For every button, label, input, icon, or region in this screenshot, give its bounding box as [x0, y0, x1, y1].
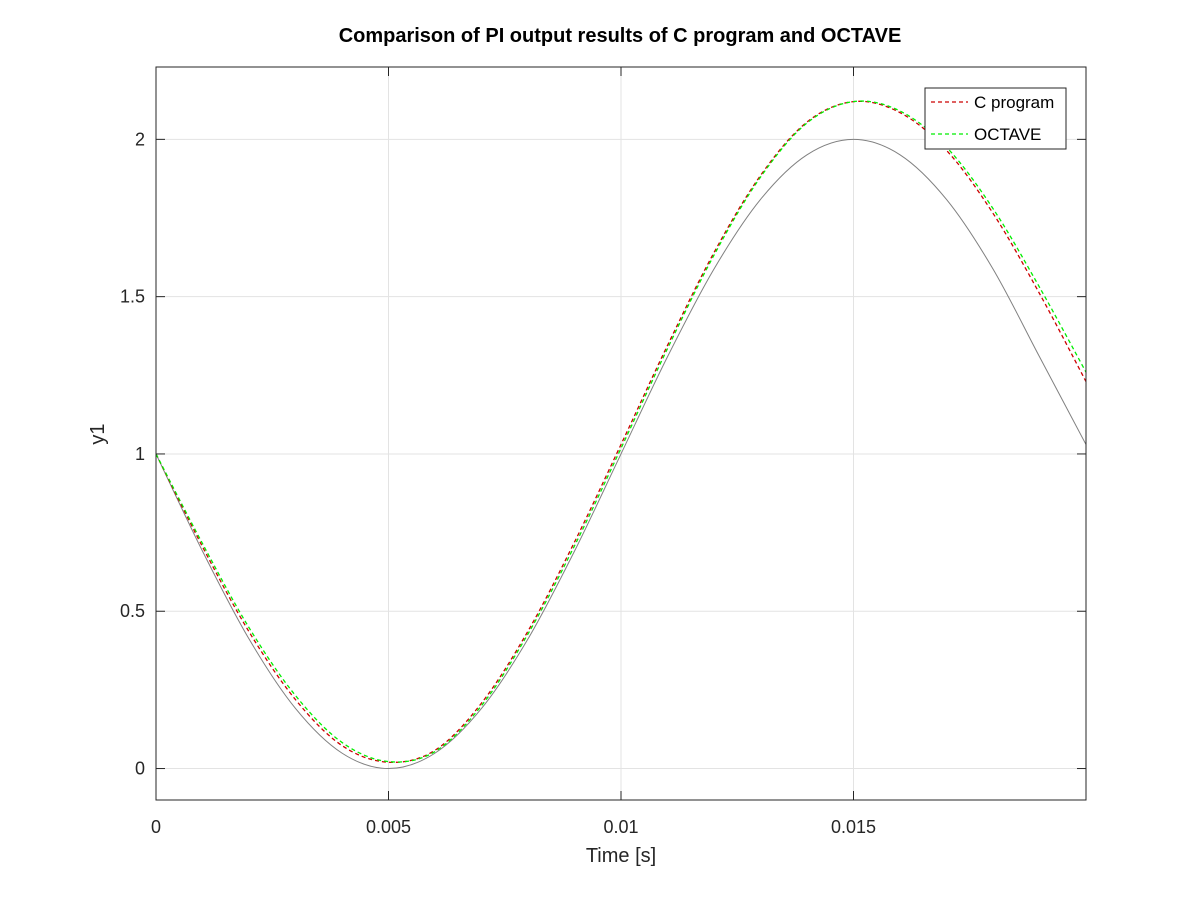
legend: C program OCTAVE — [924, 87, 1067, 150]
axis-ticks: 0 0.005 0.01 0.015 0 0.5 1 1.5 2 — [120, 67, 1086, 837]
y-tick-label-3: 1.5 — [120, 287, 145, 307]
series-line-reference-0 — [156, 138, 1086, 770]
grid-lines — [155, 67, 1086, 800]
y-tick-label-2: 1 — [135, 444, 145, 464]
x-tick-label-3: 0.015 — [831, 817, 876, 837]
series-line-c-program-1 — [156, 100, 1086, 764]
x-axis-label: Time [s] — [586, 845, 656, 867]
x-tick-label-0: 0 — [151, 817, 161, 837]
x-tick-label-1: 0.005 — [366, 817, 411, 837]
plot-series — [156, 100, 1086, 770]
y-tick-label-0: 0 — [135, 759, 145, 779]
legend-entry-octave: OCTAVE — [974, 125, 1041, 144]
x-tick-label-2: 0.01 — [603, 817, 638, 837]
legend-box — [924, 87, 1067, 150]
chart-title: Comparison of PI output results of C pro… — [339, 25, 902, 47]
y-axis-label: y1 — [87, 423, 109, 444]
legend-entry-c-program: C program — [974, 93, 1054, 112]
y-tick-label-4: 2 — [135, 129, 145, 149]
series-line-octave-2 — [156, 100, 1086, 763]
y-tick-label-1: 0.5 — [120, 601, 145, 621]
